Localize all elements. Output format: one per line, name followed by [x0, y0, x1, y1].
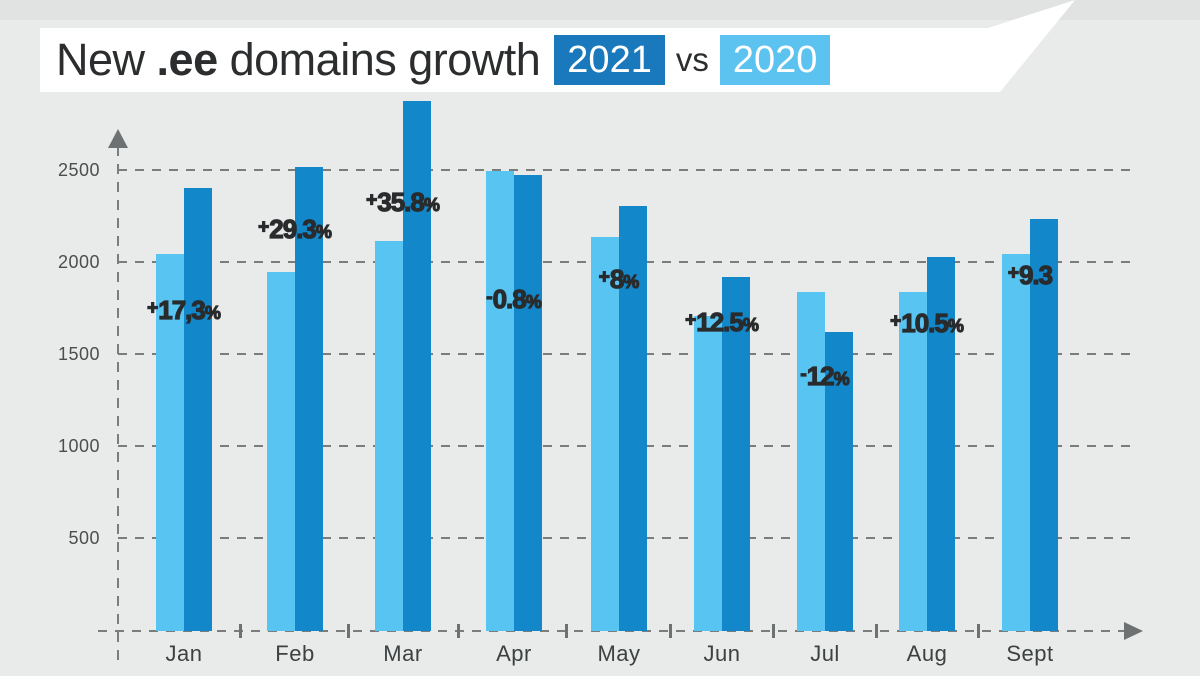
bar-2021 [1030, 219, 1058, 631]
x-axis-tick [239, 624, 242, 638]
month-label: May [597, 641, 641, 666]
bar-2020 [1002, 254, 1030, 631]
delta-number: 12.5 [696, 307, 745, 337]
delta-number: 8 [609, 264, 625, 294]
legend-2021-box: 2021 [554, 35, 665, 85]
delta-sign: + [147, 297, 159, 319]
delta-sign: + [258, 216, 270, 238]
delta-label: +29.3% [258, 214, 333, 245]
delta-number: 10.5 [901, 308, 950, 338]
delta-label: +17,3% [147, 295, 222, 326]
delta-label: -12% [800, 361, 851, 392]
title-banner: New .ee domains growth 2021 vs 2020 [56, 28, 831, 92]
legend-2020-box: 2020 [719, 35, 831, 85]
x-axis-tick [875, 624, 878, 638]
x-axis-tick [772, 624, 775, 638]
bar-2021 [825, 332, 853, 631]
delta-sign: + [366, 189, 378, 211]
y-tick-label: 1000 [57, 436, 100, 456]
x-axis-tick [347, 624, 350, 638]
delta-label: +9.3 [1007, 260, 1053, 291]
delta-label: +8% [598, 264, 640, 295]
x-axis-tick [457, 624, 460, 638]
percent-sign: % [315, 221, 332, 242]
page-title: New .ee domains growth [56, 34, 541, 86]
month-label: Sept [1006, 641, 1054, 666]
bar-2021 [514, 175, 542, 631]
bar-2020 [375, 241, 403, 631]
x-axis-tick [565, 624, 568, 638]
month-label: Apr [496, 641, 532, 666]
title-suffix: domains growth [229, 34, 541, 85]
percent-sign: % [833, 368, 850, 389]
y-axis-arrow-icon [108, 129, 128, 148]
percent-sign: % [947, 315, 964, 336]
gridline-2500 [118, 169, 1134, 171]
bar-2020 [591, 237, 619, 631]
delta-sign: + [598, 266, 610, 288]
bar-2020 [156, 254, 184, 631]
percent-sign: % [423, 194, 440, 215]
delta-label: -0.8% [486, 284, 543, 315]
delta-label: +10.5% [890, 308, 965, 339]
delta-label: +35.8% [366, 187, 441, 218]
percent-sign: % [525, 291, 542, 312]
month-label: Mar [383, 641, 423, 666]
delta-number: 9.3 [1018, 260, 1053, 290]
y-tick-label: 2500 [57, 160, 100, 180]
bar-2021 [927, 257, 955, 631]
delta-sign: + [685, 309, 697, 331]
bar-2021 [403, 101, 431, 631]
bar-2021 [184, 188, 212, 631]
top-strip [0, 0, 1200, 20]
y-axis [117, 146, 119, 660]
x-axis-arrow-icon [1124, 622, 1143, 640]
x-axis [98, 630, 1126, 632]
x-axis-tick [977, 624, 980, 638]
delta-sign: - [800, 363, 808, 385]
delta-number: 35.8 [377, 187, 426, 217]
month-label: Jun [703, 641, 741, 666]
y-tick-label: 2000 [57, 252, 100, 272]
bar-2020 [486, 171, 514, 631]
delta-number: 29.3 [269, 214, 318, 244]
bar-2020 [899, 292, 927, 631]
percent-sign: % [623, 271, 640, 292]
month-label: Jan [165, 641, 203, 666]
delta-label: +12.5% [685, 307, 760, 338]
delta-sign: + [890, 310, 902, 332]
x-axis-tick [669, 624, 672, 638]
percent-sign: % [742, 314, 759, 335]
month-label: Aug [906, 641, 948, 666]
y-tick-label: 1500 [57, 344, 100, 364]
delta-sign: + [1007, 262, 1019, 284]
delta-number: 17,3 [158, 295, 207, 325]
bar-2021 [295, 167, 323, 631]
vs-label: vs [675, 41, 709, 78]
bar-2020 [797, 292, 825, 631]
bar-2021 [619, 206, 647, 631]
delta-number: 0.8 [492, 284, 527, 314]
delta-number: 12 [806, 361, 835, 391]
month-label: Feb [275, 641, 315, 666]
bar-2020 [694, 316, 722, 631]
bar-2020 [267, 272, 295, 631]
percent-sign: % [204, 302, 221, 323]
month-label: Jul [810, 641, 840, 666]
delta-sign: - [486, 286, 494, 308]
title-domain: .ee [156, 34, 219, 85]
bar-2021 [722, 277, 750, 631]
title-prefix: New [56, 34, 145, 85]
y-tick-label: 500 [68, 528, 100, 548]
